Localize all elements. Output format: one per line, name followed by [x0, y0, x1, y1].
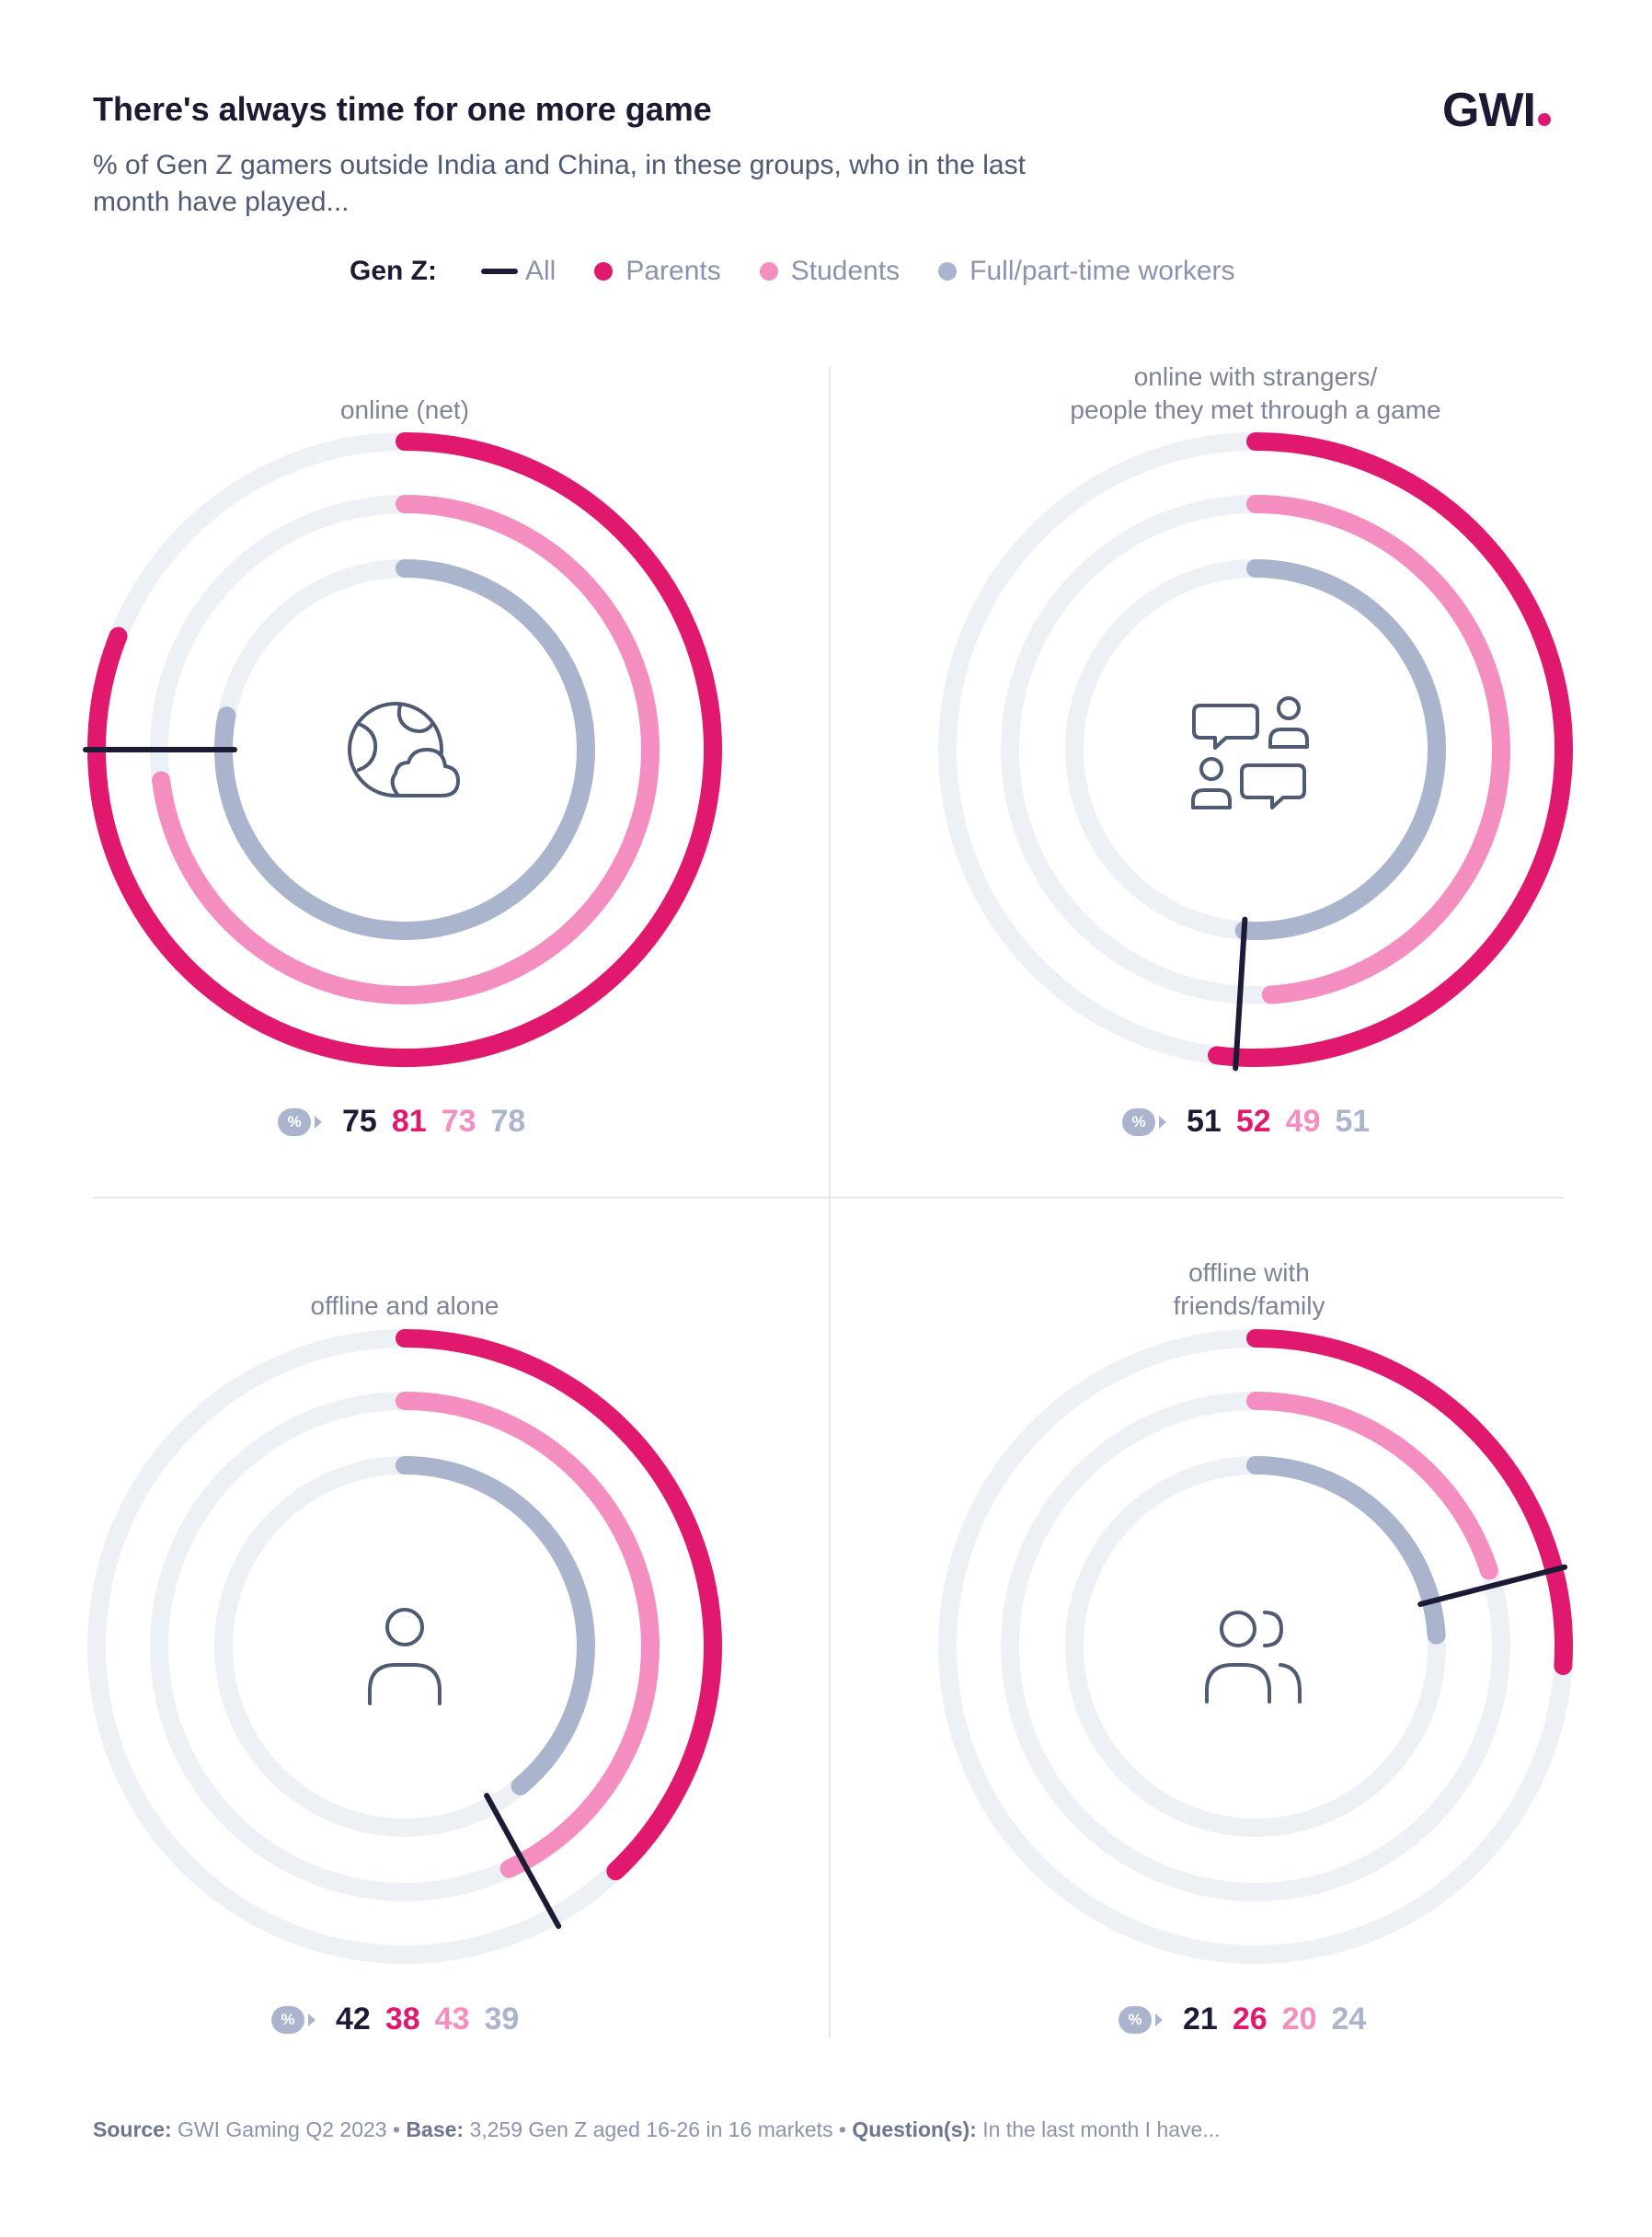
footer: Source: GWI Gaming Q2 2023 • Base: 3,259… [93, 2117, 1221, 2141]
marker-all [1417, 1564, 1568, 1607]
footer-question-label: Question(s): [852, 2117, 977, 2141]
legend-text-parents: Parents [625, 256, 721, 286]
values-row-online-net: % 75 81 73 78 [278, 1104, 540, 1140]
footer-source: GWI Gaming Q2 2023 [178, 2117, 387, 2141]
chart-subtitle: % of Gen Z gamers outside India and Chin… [93, 150, 1026, 217]
value-parents: 26 [1232, 2002, 1268, 2036]
vertical-divider [829, 366, 831, 2038]
radial-chart-online-strangers [938, 432, 1573, 1072]
chat-people-icon [1191, 696, 1309, 809]
legend-text-students: Students [790, 256, 901, 286]
panel-title-online-strangers: online with strangers/ people they met t… [1070, 362, 1441, 424]
values-row-offline-alone: % 42 38 43 39 [271, 2002, 533, 2037]
horizontal-divider [93, 1197, 1564, 1199]
arc-students [152, 495, 660, 1004]
value-parents: 38 [384, 2002, 420, 2036]
value-workers: 51 [1335, 1104, 1371, 1139]
arc-students [1246, 1392, 1498, 1580]
people-icon [1205, 1611, 1302, 1704]
legend-item-workers: Full/part-time workers [938, 256, 1235, 287]
value-students: 49 [1285, 1104, 1321, 1139]
value-all: 42 [336, 2002, 371, 2036]
panel-title-online-net: online (net) [339, 396, 470, 424]
value-all: 51 [1187, 1104, 1222, 1139]
value-parents: 81 [391, 1104, 427, 1139]
arc-parents [87, 432, 722, 1067]
legend-swatch-students [759, 262, 778, 281]
footer-base-label: Base: [406, 2117, 465, 2141]
percent-badge-icon: % [278, 1107, 311, 1136]
arc-parents [1246, 1329, 1573, 1676]
value-all: 75 [342, 1104, 377, 1139]
value-all: 21 [1183, 2002, 1218, 2036]
legend-item-all: All [481, 256, 556, 287]
logo-text: GWI [1442, 84, 1536, 137]
gwi-logo: GWI [1442, 83, 1551, 138]
value-workers: 24 [1331, 2002, 1367, 2036]
badge-arrow-icon [1159, 1115, 1166, 1129]
arc-workers [1234, 559, 1446, 940]
legend-label: Gen Z: [350, 256, 437, 286]
value-students: 20 [1281, 2002, 1317, 2036]
value-students: 73 [441, 1104, 476, 1139]
footer-source-label: Source: [93, 2117, 172, 2141]
chart-title: There's always time for one more game [93, 90, 712, 128]
badge-arrow-icon [315, 1115, 322, 1129]
marker-all [484, 1793, 562, 1930]
panel-title-offline-friends: offline with friends/family [1173, 1258, 1325, 1320]
radial-chart-online-net [83, 432, 722, 1067]
value-students: 43 [434, 2002, 470, 2036]
legend-item-parents: Parents [594, 256, 721, 287]
arc-workers [1246, 1456, 1446, 1645]
arc-workers [396, 1456, 595, 1795]
radial-chart-offline-friends [938, 1329, 1573, 1964]
arc-students [1246, 495, 1510, 1004]
legend-item-students: Students [759, 256, 901, 287]
value-parents: 52 [1235, 1104, 1271, 1139]
value-workers: 39 [484, 2002, 520, 2036]
footer-question: In the last month I have... [982, 2117, 1221, 2141]
person-icon [368, 1608, 442, 1705]
legend: Gen Z: All Parents Students Full/part-ti… [350, 256, 1235, 287]
footer-base: 3,259 Gen Z aged 16-26 in 16 markets [469, 2117, 833, 2141]
value-workers: 78 [490, 1104, 526, 1139]
legend-swatch-parents [594, 262, 614, 281]
globe-cloud-icon [348, 702, 460, 797]
marker-all [1233, 916, 1248, 1072]
values-row-offline-friends: % 21 26 20 24 [1119, 2002, 1381, 2037]
arc-parents [1208, 432, 1573, 1067]
logo-dot [1537, 113, 1551, 126]
values-row-online-strangers: % 51 52 49 51 [1122, 1104, 1384, 1140]
arc-students [396, 1392, 660, 1878]
percent-badge-icon: % [1119, 2005, 1152, 2034]
arc-parents [396, 1329, 722, 1881]
legend-text-all: All [525, 256, 556, 286]
legend-text-workers: Full/part-time workers [969, 256, 1235, 286]
legend-swatch-workers [938, 262, 958, 281]
legend-swatch-all [481, 269, 518, 274]
panel-title-offline-alone: offline and alone [310, 1291, 499, 1320]
radial-chart-offline-alone [87, 1329, 722, 1964]
percent-badge-icon: % [1122, 1107, 1155, 1136]
percent-badge-icon: % [271, 2005, 304, 2034]
badge-arrow-icon [308, 2013, 315, 2026]
badge-arrow-icon [1155, 2013, 1163, 2026]
arc-workers [214, 559, 595, 940]
